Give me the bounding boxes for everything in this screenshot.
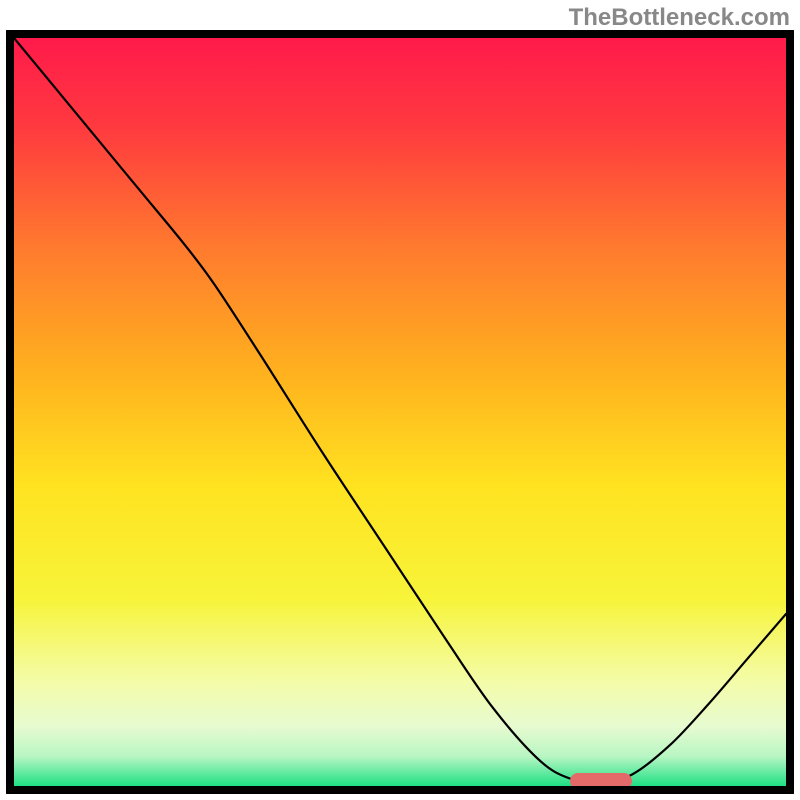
minimum-marker [570,773,632,786]
bottleneck-curve [14,38,786,786]
watermark-text: TheBottleneck.com [569,4,790,32]
chart-frame: TheBottleneck.com [0,0,800,800]
curve-path [14,38,786,782]
plot-area [14,38,786,786]
